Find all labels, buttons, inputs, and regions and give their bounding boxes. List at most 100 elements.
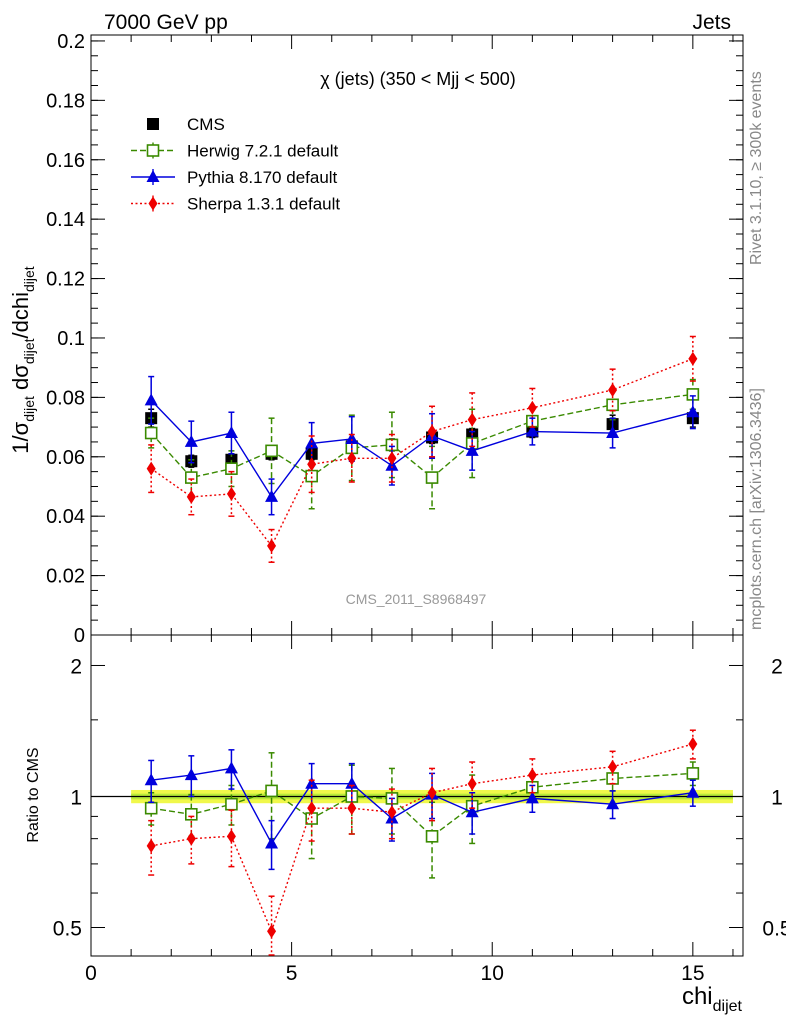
y-tick-label: 0.08: [46, 387, 85, 409]
ratio-sherpa-point: [387, 805, 397, 820]
ratio-sherpa-point: [146, 838, 156, 853]
ratio-sherpa-point: [226, 829, 236, 844]
ratio-herwig-point: [185, 808, 198, 821]
y-tick-label: 0.02: [46, 566, 85, 588]
ratio-sherpa-point: [267, 924, 277, 939]
y-tick-label: 0.2: [57, 31, 85, 53]
ratio-panel: 0.5 0.5 1 1 2 2 0 5 10 15 Ratio to CMS chidijet: [25, 634, 786, 1015]
legend-label-cms: CMS: [187, 115, 225, 134]
y-tick-label: 0.16: [46, 150, 85, 172]
ratio-sherpa-point: [608, 759, 618, 774]
y-tick-label: 0.12: [46, 269, 85, 291]
y-tick-label: 0.06: [46, 447, 85, 469]
main-pythia-point: [224, 426, 238, 439]
ratio-pythia-point: [224, 761, 238, 774]
main-pythia-point: [465, 443, 479, 456]
ratio-sherpa-point: [688, 737, 698, 752]
main-herwig-point: [265, 444, 278, 458]
main-pythia-point: [144, 393, 158, 406]
ratio-pythia-point: [606, 797, 620, 810]
ratio-sherpa-point: [347, 801, 357, 816]
main-pythia-point: [525, 424, 539, 437]
legend-label-sherpa: Sherpa 1.3.1 default: [187, 195, 340, 214]
ratio-sherpa-point: [307, 801, 317, 816]
main-sherpa-point: [527, 400, 537, 415]
main-sherpa-point: [307, 457, 317, 472]
legend-marker-herwig: [146, 144, 160, 157]
ratio-pythia-point: [465, 805, 479, 818]
header-left-label: 7000 GeV pp: [104, 11, 228, 34]
main-pythia-point: [265, 489, 279, 502]
ratio-pythia-point: [305, 776, 319, 789]
x-tick-label: 0: [85, 962, 97, 985]
ratio-herwig-point: [686, 767, 700, 780]
ratio-sherpa-point: [427, 785, 437, 800]
ratio-pythia-point: [184, 768, 198, 781]
ratio-herwig-point: [144, 801, 158, 815]
main-sherpa-point: [608, 382, 618, 397]
x-axis-label: chidijet: [682, 983, 743, 1015]
legend-label-pythia: Pythia 8.170 default: [187, 168, 338, 187]
watermark-label: CMS_2011_S8968497: [346, 591, 487, 607]
ratio-pythia-point: [345, 776, 359, 789]
x-tick-label: 15: [681, 962, 704, 985]
main-sherpa-line: [150, 358, 694, 548]
main-sherpa-point: [226, 486, 236, 501]
ratio-y-axis-label: Ratio to CMS: [25, 747, 42, 842]
y-tick-label: 0.14: [46, 209, 85, 231]
y-tick-label: 0.18: [46, 90, 85, 112]
header-right-label: Jets: [692, 11, 731, 34]
ratio-sherpa-line: [151, 743, 694, 934]
main-sherpa-point: [267, 538, 277, 553]
legend-marker-pythia: [146, 170, 160, 182]
main-sherpa-point: [467, 412, 477, 427]
main-sherpa-point: [146, 461, 156, 476]
main-pythia-point: [184, 434, 198, 447]
main-herwig-line: [150, 393, 693, 479]
main-sherpa-point: [688, 351, 698, 366]
ratio-sherpa-point: [527, 768, 537, 783]
mcplots-side-label: mcplots.cern.ch [arXiv:1306.3436]: [748, 388, 765, 630]
ratio-pythia-point: [144, 773, 158, 786]
ratio-y-tick-label: 1: [70, 786, 82, 809]
x-tick-label: 10: [481, 962, 504, 985]
y-tick-label: 0: [74, 625, 85, 647]
main-herwig-point: [144, 426, 158, 440]
main-herwig-point: [185, 471, 198, 484]
y-axis-label: 1/σdijet dσdijet/dchidijet: [8, 266, 37, 454]
legend-marker-sherpa: [148, 196, 158, 211]
main-herwig-point: [225, 462, 238, 475]
main-pythia-point: [606, 426, 620, 439]
chart-title: χ (jets) (350 < Mjj < 500): [320, 69, 516, 89]
y-tick-label: 0.1: [57, 328, 85, 350]
ratio-y-tick-label-right: 0.5: [762, 917, 786, 940]
main-panel: 0 0.02 0.04 0.06 0.08 0.1 0.12 0.14 0.16 0.18 0.2 1…: [8, 31, 744, 647]
ratio-pythia-point: [265, 836, 279, 849]
y-tick-label: 0.04: [46, 506, 85, 528]
ratio-sherpa-point: [186, 831, 196, 846]
ratio-y-tick-label-right: 1: [771, 786, 783, 809]
main-herwig-point: [425, 471, 439, 484]
ratio-frame: [90, 634, 744, 957]
x-tick-label: 5: [286, 962, 298, 985]
ratio-y-tick-label: 0.5: [53, 917, 82, 940]
ratio-pythia-point: [686, 785, 700, 798]
ratio-herwig-point: [225, 797, 238, 811]
ratio-pythia-point: [525, 791, 539, 804]
ratio-herwig-point: [265, 784, 278, 798]
ratio-y-tick-label: 2: [70, 655, 82, 678]
ratio-sherpa-point: [467, 776, 477, 791]
legend-marker-cms: [147, 118, 159, 130]
ratio-y-tick-label-right: 2: [771, 655, 783, 678]
main-pythia-point: [686, 405, 700, 418]
main-sherpa-point: [427, 424, 437, 439]
main-sherpa-point: [186, 489, 196, 504]
main-pythia-line: [150, 399, 694, 499]
ratio-herwig-point: [425, 830, 439, 843]
main-sherpa-point: [347, 451, 357, 466]
main-pythia-point: [345, 431, 359, 444]
legend-label-herwig: Herwig 7.2.1 default: [187, 142, 338, 161]
ratio-herwig-line: [151, 772, 693, 838]
